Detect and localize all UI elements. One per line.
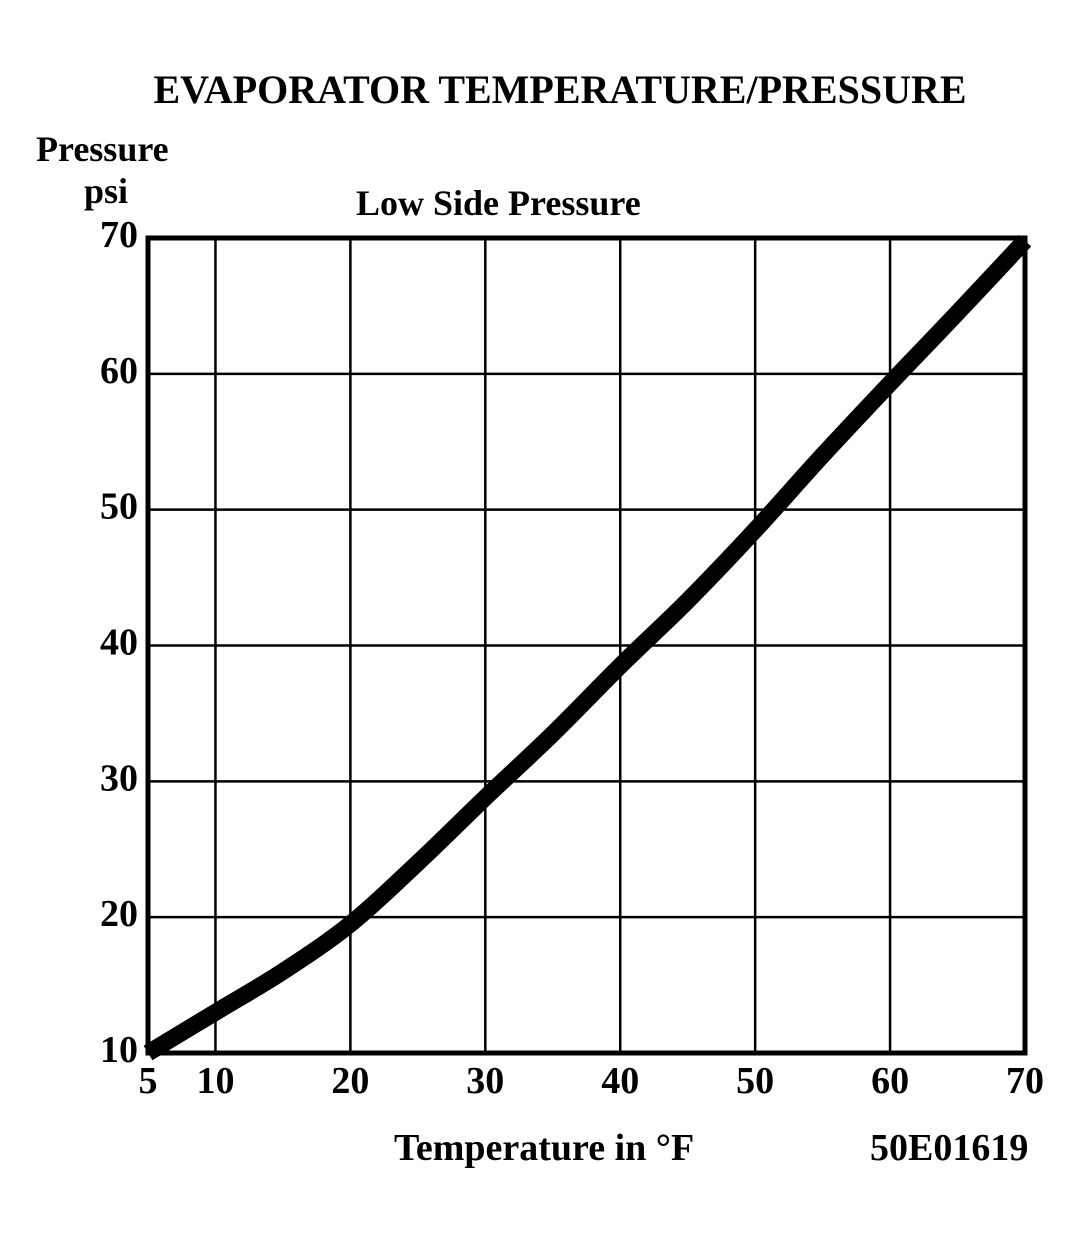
chart-title: EVAPORATOR TEMPERATURE/PRESSURE xyxy=(153,67,967,112)
chart-subtitle: Low Side Pressure xyxy=(356,183,641,223)
y-axis-label: Pressure xyxy=(36,129,169,169)
y-tick-label: 10 xyxy=(100,1029,138,1071)
plot-frame xyxy=(145,235,1028,1056)
pressure-curve xyxy=(143,234,1032,1061)
x-tick-label: 50 xyxy=(736,1060,774,1102)
y-tick-label: 30 xyxy=(100,757,138,799)
x-tick-labels: 5 10 20 30 40 50 60 70 xyxy=(139,1060,1045,1102)
figure-code: 50E01619 xyxy=(870,1127,1029,1169)
x-tick-label: 60 xyxy=(871,1060,909,1102)
x-tick-label: 40 xyxy=(601,1060,639,1102)
x-tick-label: 5 xyxy=(139,1060,158,1102)
y-tick-label: 40 xyxy=(100,622,138,664)
y-tick-label: 60 xyxy=(100,350,138,392)
y-tick-labels: 10 20 30 40 50 60 70 xyxy=(100,214,138,1071)
x-tick-label: 20 xyxy=(331,1060,369,1102)
x-tick-label: 30 xyxy=(466,1060,504,1102)
y-tick-label: 70 xyxy=(100,214,138,256)
x-tick-label: 10 xyxy=(196,1060,234,1102)
grid xyxy=(148,236,1027,1055)
series-layer xyxy=(143,234,1032,1061)
y-tick-label: 20 xyxy=(100,893,138,935)
x-tick-label: 70 xyxy=(1006,1060,1044,1102)
y-tick-label: 50 xyxy=(100,486,138,528)
x-axis-label: Temperature in °F xyxy=(394,1127,695,1169)
y-axis-unit: psi xyxy=(84,171,129,211)
